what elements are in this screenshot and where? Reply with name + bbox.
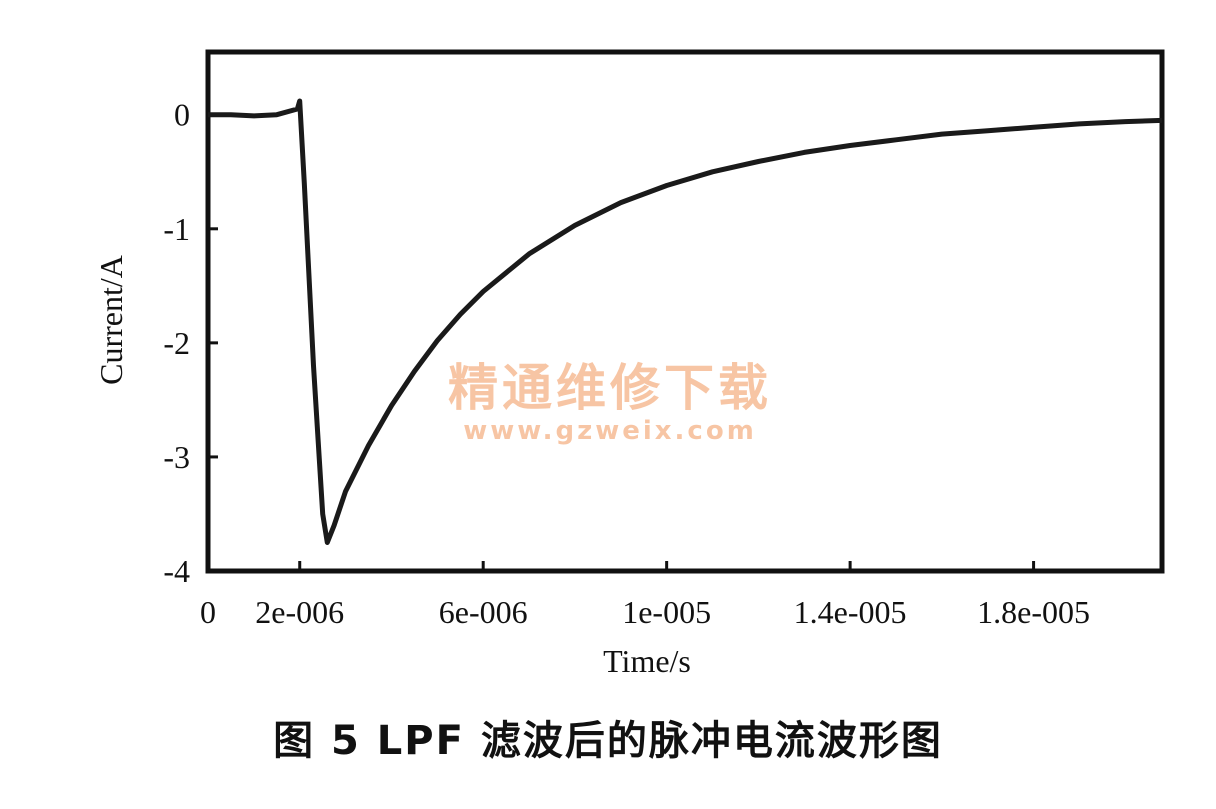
series-line <box>208 98 1163 545</box>
y-axis-title: Current/A <box>93 255 129 385</box>
plot-frame <box>205 49 1165 574</box>
y-ticks: 0 -1 -2 -3 -4 <box>163 97 218 589</box>
x-tick-label: 6e-006 <box>439 594 528 630</box>
figure-caption: 图 5 LPF 滤波后的脉冲电流波形图 <box>273 718 943 764</box>
y-tick-label: -4 <box>163 553 190 589</box>
x-tick-label: 1.4e-005 <box>794 594 907 630</box>
x-ticks: 0 2e-006 6e-006 1e-005 1.4e-005 1.8e-005 <box>200 561 1090 630</box>
x-tick-label: 2e-006 <box>255 594 344 630</box>
y-tick-label: -2 <box>163 325 190 361</box>
y-tick-label: 0 <box>174 97 190 133</box>
y-tick-label: -3 <box>163 439 190 475</box>
x-tick-label: 0 <box>200 594 216 630</box>
x-tick-label: 1e-005 <box>622 594 711 630</box>
x-tick-label: 1.8e-005 <box>977 594 1090 630</box>
x-axis-title: Time/s <box>603 643 691 679</box>
y-tick-label: -1 <box>163 211 190 247</box>
